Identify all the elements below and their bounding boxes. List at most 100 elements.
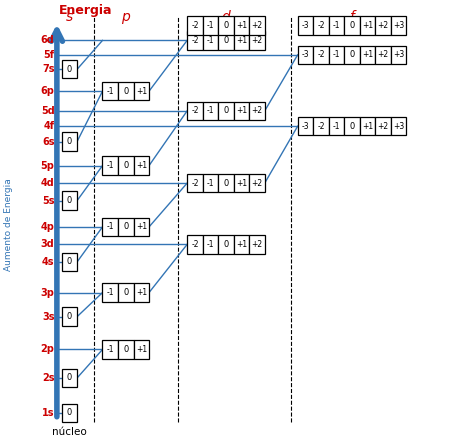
- FancyBboxPatch shape: [202, 174, 218, 192]
- Text: -3: -3: [302, 21, 309, 30]
- FancyBboxPatch shape: [344, 16, 359, 35]
- Text: 0: 0: [350, 21, 355, 30]
- FancyBboxPatch shape: [375, 117, 391, 135]
- FancyBboxPatch shape: [218, 102, 234, 120]
- Text: -1: -1: [207, 178, 214, 188]
- Text: -2: -2: [191, 106, 199, 115]
- FancyBboxPatch shape: [118, 340, 133, 359]
- Text: f: f: [350, 10, 354, 24]
- FancyBboxPatch shape: [375, 16, 391, 35]
- FancyBboxPatch shape: [133, 283, 149, 302]
- FancyBboxPatch shape: [218, 235, 234, 254]
- FancyBboxPatch shape: [202, 102, 218, 120]
- Text: 5d: 5d: [41, 106, 54, 116]
- Text: 4d: 4d: [41, 178, 54, 188]
- FancyBboxPatch shape: [218, 31, 234, 49]
- Text: 3s: 3s: [42, 312, 54, 322]
- FancyBboxPatch shape: [313, 117, 329, 135]
- FancyBboxPatch shape: [359, 117, 375, 135]
- FancyBboxPatch shape: [187, 16, 202, 35]
- FancyBboxPatch shape: [61, 191, 77, 210]
- Text: Aumento de Energia: Aumento de Energia: [4, 178, 13, 271]
- FancyBboxPatch shape: [298, 16, 313, 35]
- Text: +1: +1: [362, 122, 373, 131]
- FancyBboxPatch shape: [202, 31, 218, 49]
- FancyBboxPatch shape: [133, 82, 149, 101]
- Text: 0: 0: [123, 222, 128, 231]
- Text: 0: 0: [223, 178, 228, 188]
- Text: +1: +1: [362, 21, 373, 30]
- Text: 5s: 5s: [42, 196, 54, 206]
- FancyBboxPatch shape: [249, 235, 265, 254]
- Text: 6p: 6p: [41, 86, 54, 96]
- FancyBboxPatch shape: [202, 235, 218, 254]
- Text: 0: 0: [223, 106, 228, 115]
- Text: núcleo: núcleo: [52, 427, 87, 437]
- FancyBboxPatch shape: [103, 340, 118, 359]
- Text: +2: +2: [251, 106, 263, 115]
- FancyBboxPatch shape: [391, 46, 406, 64]
- FancyBboxPatch shape: [298, 46, 313, 64]
- FancyBboxPatch shape: [313, 16, 329, 35]
- FancyBboxPatch shape: [103, 157, 118, 175]
- FancyBboxPatch shape: [249, 31, 265, 49]
- Text: -1: -1: [207, 36, 214, 45]
- Text: 0: 0: [123, 87, 128, 96]
- Text: 0: 0: [350, 50, 355, 59]
- Text: 6s: 6s: [42, 137, 54, 146]
- Text: 2p: 2p: [41, 344, 54, 355]
- Text: +2: +2: [377, 122, 388, 131]
- Text: Energia: Energia: [59, 4, 113, 17]
- Text: p: p: [122, 10, 130, 24]
- Text: -2: -2: [191, 178, 199, 188]
- Text: -3: -3: [302, 122, 309, 131]
- Text: +2: +2: [377, 21, 388, 30]
- Text: +1: +1: [236, 36, 247, 45]
- FancyBboxPatch shape: [187, 31, 202, 49]
- FancyBboxPatch shape: [218, 16, 234, 35]
- Text: 2s: 2s: [42, 373, 54, 383]
- Text: +1: +1: [136, 87, 147, 96]
- FancyBboxPatch shape: [202, 16, 218, 35]
- Text: 0: 0: [123, 288, 128, 297]
- Text: -2: -2: [317, 122, 324, 131]
- Text: 0: 0: [223, 21, 228, 30]
- Text: 0: 0: [223, 36, 228, 45]
- FancyBboxPatch shape: [118, 218, 133, 236]
- FancyBboxPatch shape: [329, 117, 344, 135]
- Text: 3p: 3p: [41, 287, 54, 298]
- Text: -1: -1: [207, 21, 214, 30]
- Text: 7s: 7s: [42, 64, 54, 74]
- FancyBboxPatch shape: [344, 46, 359, 64]
- Text: -1: -1: [207, 240, 214, 249]
- FancyBboxPatch shape: [234, 31, 249, 49]
- Text: 0: 0: [123, 161, 128, 170]
- Text: -1: -1: [106, 87, 114, 96]
- Text: 4s: 4s: [42, 257, 54, 267]
- Text: +1: +1: [136, 161, 147, 170]
- FancyBboxPatch shape: [118, 283, 133, 302]
- Text: +3: +3: [393, 50, 404, 59]
- Text: -1: -1: [333, 122, 340, 131]
- FancyBboxPatch shape: [118, 157, 133, 175]
- FancyBboxPatch shape: [103, 283, 118, 302]
- FancyBboxPatch shape: [298, 117, 313, 135]
- FancyBboxPatch shape: [249, 16, 265, 35]
- FancyBboxPatch shape: [133, 218, 149, 236]
- FancyBboxPatch shape: [187, 174, 202, 192]
- Text: +1: +1: [136, 345, 147, 354]
- FancyBboxPatch shape: [391, 16, 406, 35]
- FancyBboxPatch shape: [391, 117, 406, 135]
- Text: -2: -2: [191, 36, 199, 45]
- Text: +1: +1: [236, 21, 247, 30]
- FancyBboxPatch shape: [218, 174, 234, 192]
- Text: -1: -1: [106, 345, 114, 354]
- FancyBboxPatch shape: [234, 102, 249, 120]
- Text: 1s: 1s: [42, 408, 54, 418]
- FancyBboxPatch shape: [61, 132, 77, 151]
- Text: +2: +2: [251, 178, 263, 188]
- FancyBboxPatch shape: [187, 235, 202, 254]
- Text: -1: -1: [207, 106, 214, 115]
- Text: 0: 0: [67, 257, 72, 267]
- FancyBboxPatch shape: [234, 235, 249, 254]
